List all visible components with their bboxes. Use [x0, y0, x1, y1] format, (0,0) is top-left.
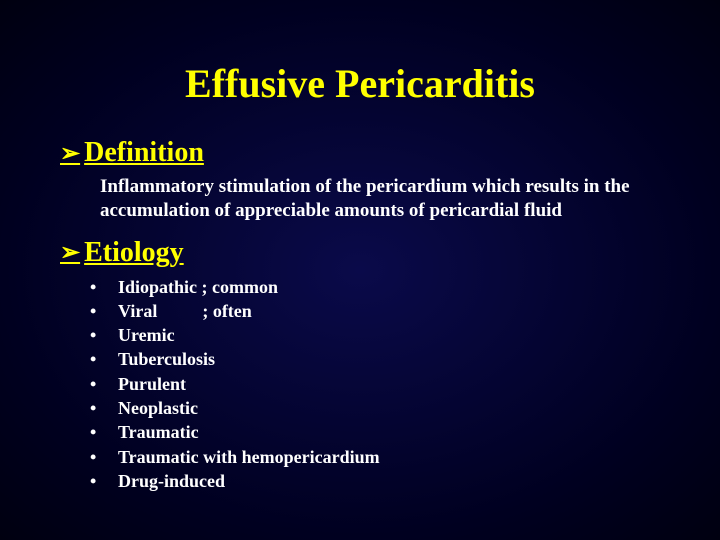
etiology-item-text: Tuberculosis — [118, 347, 215, 371]
list-item: • Traumatic with hemopericardium — [90, 445, 660, 469]
etiology-list: • Idiopathic ; common • Viral ; often • … — [90, 275, 660, 494]
list-item: • Viral ; often — [90, 299, 660, 323]
bullet-icon: • — [90, 372, 118, 396]
bullet-icon: • — [90, 445, 118, 469]
etiology-heading: ➢ Etiology — [60, 237, 660, 269]
etiology-item-text: Idiopathic ; common — [118, 275, 278, 299]
list-item: • Traumatic — [90, 420, 660, 444]
list-item: • Idiopathic ; common — [90, 275, 660, 299]
etiology-item-text: Purulent — [118, 372, 186, 396]
definition-body: Inflammatory stimulation of the pericard… — [100, 175, 660, 223]
arrow-icon: ➢ — [60, 238, 80, 267]
etiology-item-text: Neoplastic — [118, 396, 198, 420]
bullet-icon: • — [90, 275, 118, 299]
bullet-icon: • — [90, 299, 118, 323]
bullet-icon: • — [90, 420, 118, 444]
list-item: • Neoplastic — [90, 396, 660, 420]
list-item: • Uremic — [90, 323, 660, 347]
definition-heading: ➢ Definition — [60, 137, 660, 169]
etiology-item-text: Viral ; often — [118, 299, 252, 323]
etiology-heading-text: Etiology — [84, 237, 184, 269]
bullet-icon: • — [90, 469, 118, 493]
list-item: • Tuberculosis — [90, 347, 660, 371]
etiology-item-text: Traumatic with hemopericardium — [118, 445, 380, 469]
etiology-item-text: Drug-induced — [118, 469, 225, 493]
definition-heading-text: Definition — [84, 137, 204, 169]
arrow-icon: ➢ — [60, 139, 80, 168]
bullet-icon: • — [90, 396, 118, 420]
bullet-icon: • — [90, 347, 118, 371]
bullet-icon: • — [90, 323, 118, 347]
slide-title: Effusive Pericarditis — [60, 60, 660, 107]
list-item: • Drug-induced — [90, 469, 660, 493]
list-item: • Purulent — [90, 372, 660, 396]
etiology-item-text: Traumatic — [118, 420, 199, 444]
etiology-item-text: Uremic — [118, 323, 175, 347]
slide-container: Effusive Pericarditis ➢ Definition Infla… — [0, 0, 720, 540]
